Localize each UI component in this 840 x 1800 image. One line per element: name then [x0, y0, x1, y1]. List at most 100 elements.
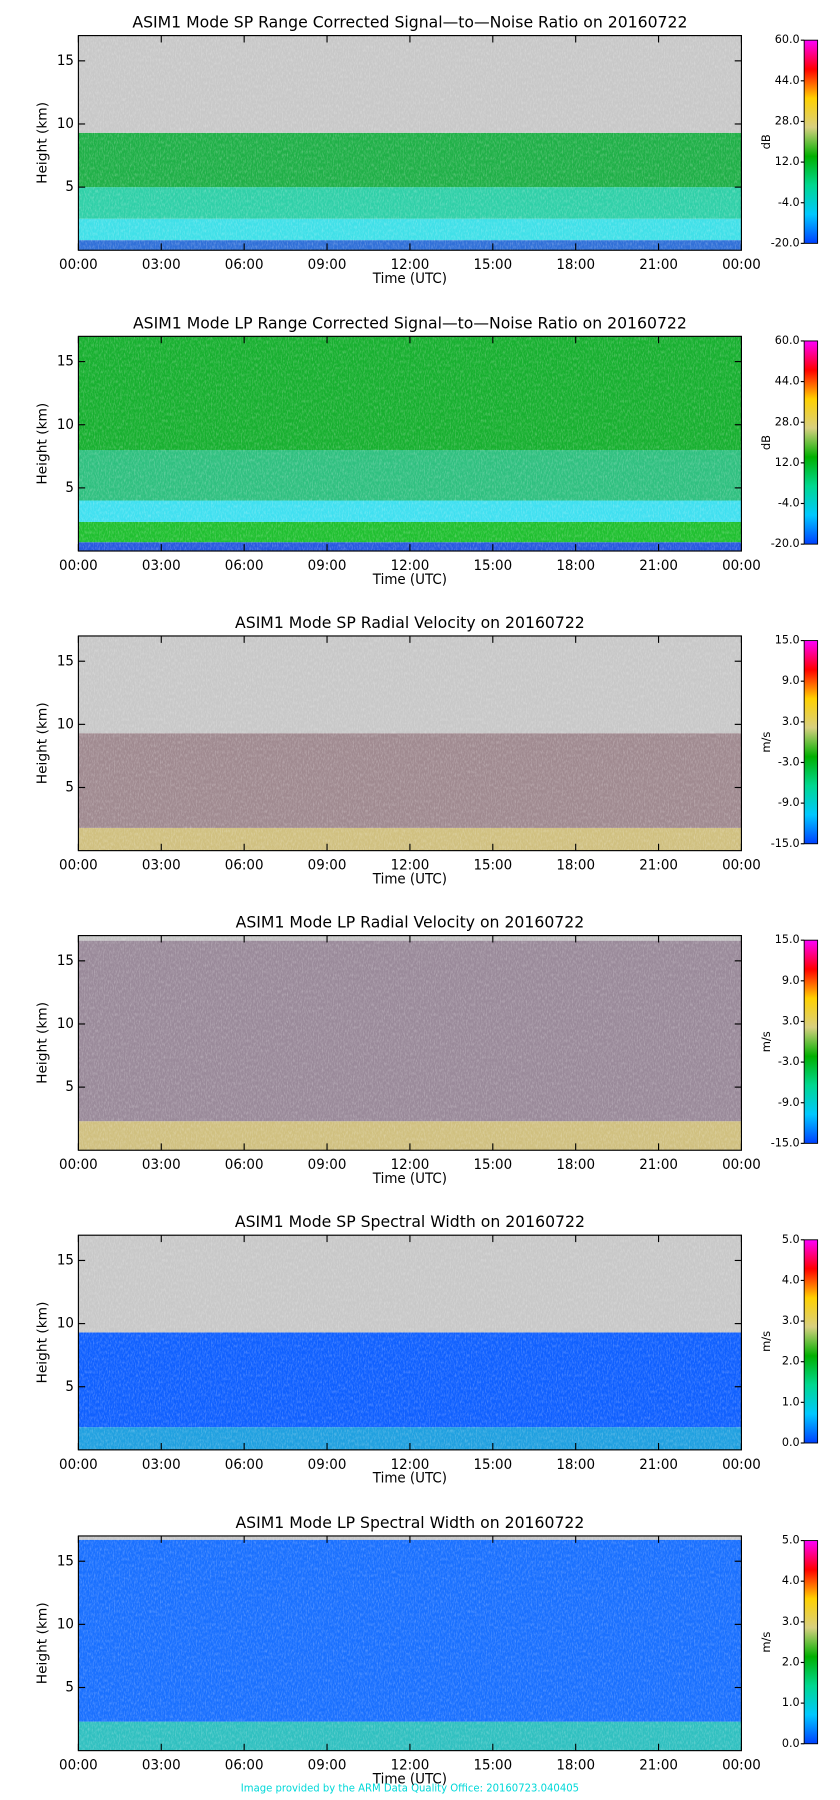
y-tick-label: 15 — [57, 653, 74, 669]
x-tick-label: 18:00 — [556, 857, 595, 873]
x-tick-label: 00:00 — [59, 257, 98, 273]
x-tick-label: 21:00 — [639, 857, 678, 873]
x-tick-label: 00:00 — [59, 857, 98, 873]
x-tick-label: 15:00 — [473, 558, 512, 574]
colorbar-tick-label: 60.0 — [775, 32, 800, 46]
y-tick-label: 15 — [57, 953, 74, 969]
x-axis-label: Time (UTC) — [372, 1171, 447, 1187]
x-tick-label: 18:00 — [556, 558, 595, 574]
colorbar — [803, 340, 819, 545]
y-tick-label: 15 — [57, 1553, 74, 1569]
colorbar — [803, 1540, 819, 1745]
y-axis-label: Height (km) — [35, 1002, 51, 1084]
colorbar-tick-label: -9.0 — [778, 1095, 800, 1109]
y-tick-label: 10 — [57, 1315, 74, 1331]
x-tick-label: 15:00 — [473, 1457, 512, 1473]
chart-title: ASIM1 Mode SP Range Corrected Signal—to—… — [132, 12, 687, 31]
x-tick-label: 21:00 — [639, 1757, 678, 1773]
colorbar-tick-label: 28.0 — [775, 414, 800, 428]
x-tick-label: 00:00 — [722, 857, 761, 873]
x-tick-label: 03:00 — [142, 558, 181, 574]
x-tick-label: 12:00 — [391, 558, 430, 574]
y-axis-label: Height (km) — [35, 102, 51, 184]
x-tick-label: 18:00 — [556, 1157, 595, 1173]
y-tick-label: 5 — [65, 1679, 74, 1695]
y-tick-label: 10 — [57, 716, 74, 732]
y-tick-label: 15 — [57, 1252, 74, 1268]
noise-texture — [78, 1535, 742, 1751]
colorbar — [803, 640, 819, 845]
colorbar-tick-label: -9.0 — [778, 795, 800, 809]
x-tick-label: 15:00 — [473, 1157, 512, 1173]
y-tick-label: 5 — [65, 480, 74, 496]
y-tick-label: 5 — [65, 179, 74, 195]
colorbar-tick-label: -15.0 — [771, 836, 800, 850]
colorbar — [803, 1239, 819, 1444]
colorbar-tick-label: 2.0 — [782, 1354, 800, 1368]
colorbar-tick-label: -3.0 — [778, 1054, 800, 1068]
chart-title: ASIM1 Mode LP Spectral Width on 20160722 — [235, 1513, 584, 1532]
noise-texture — [78, 935, 742, 1151]
x-tick-label: 00:00 — [59, 1457, 98, 1473]
x-tick-label: 12:00 — [391, 1457, 430, 1473]
y-tick-label: 10 — [57, 1616, 74, 1632]
chart-title: ASIM1 Mode LP Radial Velocity on 2016072… — [236, 912, 585, 931]
footer: Image provided by the ARM Data Quality O… — [241, 1783, 579, 1794]
colorbar-tick-label: 44.0 — [775, 73, 800, 87]
x-tick-label: 03:00 — [142, 1757, 181, 1773]
chart-title: ASIM1 Mode SP Spectral Width on 20160722 — [235, 1212, 585, 1231]
noise-texture — [78, 35, 742, 251]
chart-title: ASIM1 Mode LP Range Corrected Signal—to—… — [133, 313, 687, 332]
x-axis-label: Time (UTC) — [372, 1771, 447, 1787]
y-tick-label: 10 — [57, 1016, 74, 1032]
x-tick-label: 21:00 — [639, 1157, 678, 1173]
noise-texture — [78, 336, 742, 552]
colorbar-tick-label: 12.0 — [775, 154, 800, 168]
x-tick-label: 15:00 — [473, 857, 512, 873]
colorbar-tick-label: 9.0 — [782, 973, 800, 987]
colorbar-tick-label: 44.0 — [775, 373, 800, 387]
x-tick-label: 09:00 — [308, 558, 347, 574]
colorbar-tick-label: 1.0 — [782, 1695, 800, 1709]
colorbar-tick-label: -3.0 — [778, 754, 800, 768]
y-axis-label: Height (km) — [35, 702, 51, 784]
x-tick-label: 06:00 — [225, 1757, 264, 1773]
x-tick-label: 12:00 — [391, 1757, 430, 1773]
colorbar-tick-label: 9.0 — [782, 673, 800, 687]
x-tick-label: 09:00 — [308, 257, 347, 273]
x-tick-label: 00:00 — [722, 1157, 761, 1173]
colorbar — [803, 39, 819, 244]
colorbar-tick-label: 3.0 — [782, 1013, 800, 1027]
colorbar-tick-label: 4.0 — [782, 1573, 800, 1587]
colorbar-tick-label: 5.0 — [782, 1532, 800, 1546]
colorbar-tick-label: 12.0 — [775, 455, 800, 469]
colorbar-label: m/s — [759, 1031, 773, 1052]
x-tick-label: 12:00 — [391, 1157, 430, 1173]
colorbar-tick-label: -4.0 — [778, 195, 800, 209]
y-axis-label: Height (km) — [35, 1302, 51, 1384]
panel: ASIM1 Mode SP Range Corrected Signal—to—… — [35, 12, 819, 287]
x-tick-label: 15:00 — [473, 257, 512, 273]
x-tick-label: 09:00 — [308, 857, 347, 873]
x-tick-label: 00:00 — [59, 558, 98, 574]
colorbar-tick-label: -20.0 — [771, 536, 800, 550]
y-tick-label: 10 — [57, 116, 74, 132]
chart-title: ASIM1 Mode SP Radial Velocity on 2016072… — [235, 613, 585, 632]
noise-texture — [78, 1235, 742, 1450]
x-tick-label: 06:00 — [225, 1457, 264, 1473]
colorbar-label: m/s — [759, 1331, 773, 1352]
colorbar-tick-label: 4.0 — [782, 1272, 800, 1286]
x-tick-label: 18:00 — [556, 1457, 595, 1473]
x-tick-label: 06:00 — [225, 558, 264, 574]
x-tick-label: 12:00 — [391, 857, 430, 873]
colorbar-tick-label: 3.0 — [782, 714, 800, 728]
x-tick-label: 18:00 — [556, 257, 595, 273]
x-tick-label: 00:00 — [59, 1157, 98, 1173]
panel: ASIM1 Mode LP Range Corrected Signal—to—… — [35, 313, 819, 588]
colorbar-tick-label: 3.0 — [782, 1313, 800, 1327]
y-axis-label: Height (km) — [35, 403, 51, 485]
x-tick-label: 06:00 — [225, 257, 264, 273]
x-tick-label: 15:00 — [473, 1757, 512, 1773]
x-tick-label: 06:00 — [225, 857, 264, 873]
colorbar-tick-label: 60.0 — [775, 333, 800, 347]
